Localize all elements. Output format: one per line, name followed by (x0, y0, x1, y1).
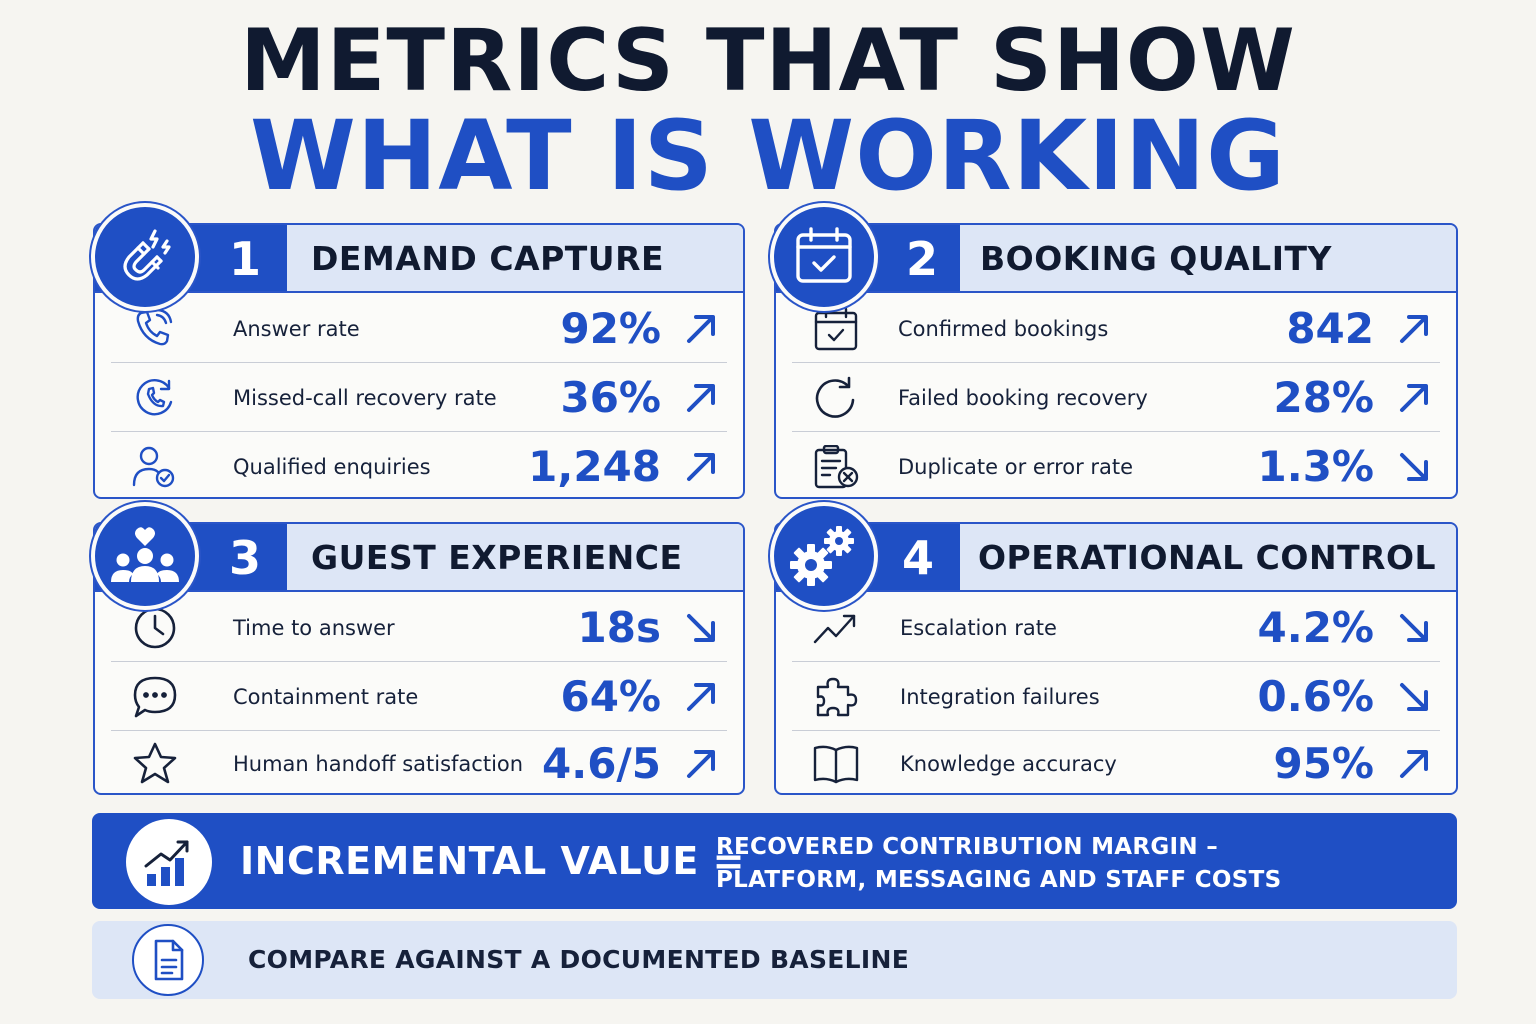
calendar-check-icon (770, 203, 878, 311)
incremental-value-banner: INCREMENTAL VALUE = RECOVERED CONTRIBUTI… (92, 813, 1457, 909)
metric-label: Escalation rate (900, 615, 1057, 640)
metric-row: Answer rate 92% (111, 295, 727, 363)
trend-line-icon (812, 606, 860, 650)
metric-row: Escalation rate 4.2% (792, 594, 1440, 662)
metric-label: Human handoff satisfaction (233, 751, 524, 776)
metric-label: Answer rate (233, 316, 360, 341)
trend-up-icon (687, 750, 715, 778)
magnet-icon (91, 203, 199, 311)
baseline-note: COMPARE AGAINST A DOCUMENTED BASELINE (92, 921, 1457, 999)
section-header: 3 GUEST EXPERIENCE (95, 524, 743, 592)
metric-value: 1,248 (528, 442, 661, 491)
metric-value: 95% (1273, 739, 1374, 788)
trend-up-icon (1400, 315, 1428, 343)
user-check-icon (131, 445, 179, 489)
metric-row: Qualified enquiries 1,248 (111, 433, 727, 501)
metric-value: 4.2% (1257, 603, 1374, 652)
metric-value: 842 (1286, 304, 1374, 353)
metric-label: Time to answer (233, 615, 395, 640)
metric-row: Failed booking recovery 28% (792, 364, 1440, 432)
banner-formula-line2: PLATFORM, MESSAGING AND STAFF COSTS (716, 867, 1282, 893)
trend-down-icon (1400, 453, 1428, 481)
metric-label: Integration failures (900, 684, 1100, 709)
bar-chart-growth-icon (126, 819, 212, 905)
metric-value: 0.6% (1257, 672, 1374, 721)
metric-label: Qualified enquiries (233, 454, 431, 479)
metric-label: Duplicate or error rate (898, 454, 1134, 479)
metric-value: 28% (1273, 373, 1374, 422)
trend-up-icon (687, 315, 715, 343)
section-card-guest-experience: 3 GUEST EXPERIENCE Time to answer 18s Co… (93, 522, 745, 795)
section-title: BOOKING QUALITY (980, 239, 1332, 278)
star-icon (131, 742, 179, 786)
section-number: 4 (901, 531, 934, 585)
section-number: 2 (905, 232, 938, 286)
book-icon (812, 742, 860, 786)
section-card-booking-quality: 2 BOOKING QUALITY Confirmed bookings 842… (774, 223, 1458, 499)
trend-up-icon (1400, 384, 1428, 412)
page-title-line1: METRICS THAT SHOW (240, 11, 1296, 111)
metric-label: Knowledge accuracy (900, 751, 1117, 776)
banner-title: INCREMENTAL VALUE = (240, 839, 745, 883)
page-title-line2: WHAT IS WORKING (250, 100, 1286, 212)
metric-value: 18s (577, 603, 661, 652)
chat-icon (131, 675, 179, 719)
metric-row: Containment rate 64% (111, 663, 727, 731)
baseline-text: COMPARE AGAINST A DOCUMENTED BASELINE (248, 945, 910, 974)
phone-recovery-icon (131, 376, 179, 420)
banner-formula-line1: RECOVERED CONTRIBUTION MARGIN – (716, 834, 1219, 860)
trend-up-icon (687, 683, 715, 711)
section-number: 3 (228, 531, 261, 585)
metric-value: 92% (560, 304, 661, 353)
metric-label: Containment rate (233, 684, 419, 709)
metric-row: Duplicate or error rate 1.3% (792, 433, 1440, 501)
refresh-icon (812, 376, 860, 420)
trend-down-icon (1400, 614, 1428, 642)
clipboard-error-icon (812, 445, 860, 489)
banner-formula: RECOVERED CONTRIBUTION MARGIN – PLATFORM… (716, 831, 1436, 897)
puzzle-icon (812, 675, 860, 719)
metric-label: Confirmed bookings (898, 316, 1109, 341)
metric-value: 64% (560, 672, 661, 721)
metric-row: Integration failures 0.6% (792, 663, 1440, 731)
trend-down-icon (687, 614, 715, 642)
metric-label: Missed-call recovery rate (233, 385, 497, 410)
document-icon (132, 924, 204, 996)
section-number: 1 (228, 232, 261, 286)
clock-icon (131, 606, 179, 650)
trend-up-icon (1400, 750, 1428, 778)
section-title: DEMAND CAPTURE (311, 239, 665, 278)
section-title: OPERATIONAL CONTROL (978, 538, 1437, 577)
section-header: 4 OPERATIONAL CONTROL (776, 524, 1456, 592)
metric-value: 36% (560, 373, 661, 422)
trend-up-icon (687, 453, 715, 481)
metric-row: Time to answer 18s (111, 594, 727, 662)
section-header: 2 BOOKING QUALITY (776, 225, 1456, 293)
trend-up-icon (687, 384, 715, 412)
metric-row: Confirmed bookings 842 (792, 295, 1440, 363)
metric-row: Knowledge accuracy 95% (792, 730, 1440, 798)
metric-row: Human handoff satisfaction 4.6/5 (111, 730, 727, 798)
trend-down-icon (1400, 683, 1428, 711)
metric-label: Failed booking recovery (898, 385, 1148, 410)
metric-row: Missed-call recovery rate 36% (111, 364, 727, 432)
people-heart-icon (91, 502, 199, 610)
metric-value: 1.3% (1257, 442, 1374, 491)
section-title: GUEST EXPERIENCE (311, 538, 683, 577)
metric-value: 4.6/5 (542, 739, 661, 788)
calendar-check-icon (812, 307, 860, 351)
phone-icon (131, 307, 179, 351)
gears-icon (770, 502, 878, 610)
